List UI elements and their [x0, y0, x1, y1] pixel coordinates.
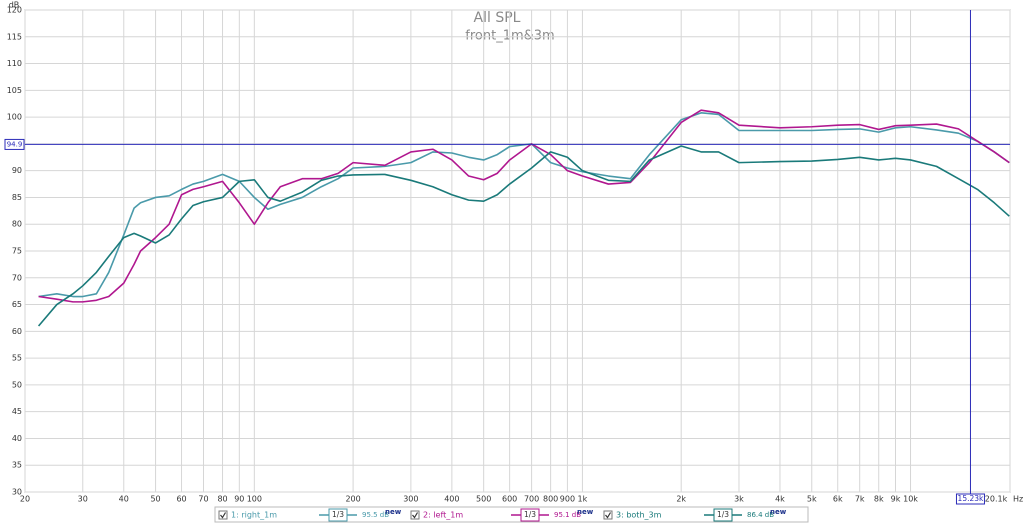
- x-tick-label: 1k: [578, 495, 588, 504]
- legend-tag: new: [385, 508, 402, 516]
- y-tick-label: 115: [7, 32, 22, 41]
- legend-name: 2: left_1m: [423, 511, 463, 520]
- legend-smoothing-box: [713, 508, 733, 522]
- legend-check: [220, 512, 227, 519]
- y-tick-label: 55: [12, 354, 22, 363]
- x-unit: Hz: [1013, 495, 1023, 504]
- cursor-label: 94.9: [7, 140, 23, 148]
- y-tick-label: 30: [12, 488, 22, 497]
- legend-check: [412, 512, 419, 519]
- y-tick-label: 110: [7, 59, 22, 68]
- legend-smoothing: 1/3: [524, 510, 536, 519]
- y-tick-label: 40: [12, 434, 22, 443]
- series-line: [38, 109, 1010, 303]
- x-tick-label: 40: [119, 495, 129, 504]
- y-tick-label: 100: [7, 113, 22, 122]
- cursor-label: 15.23k: [958, 494, 984, 503]
- x-tick-label: 700: [524, 495, 539, 504]
- legend-level: 86.4 dB: [747, 511, 774, 519]
- x-tick-label: 100: [247, 495, 262, 504]
- x-tick-label: 5k: [807, 495, 817, 504]
- y-tick-label: 70: [12, 273, 22, 282]
- x-tick-label: 600: [502, 495, 517, 504]
- x-tick-label: 800: [543, 495, 558, 504]
- x-tick-label: 9k: [891, 495, 901, 504]
- x-tick-label: 3k: [734, 495, 744, 504]
- x-tick-label: 7k: [855, 495, 865, 504]
- x-tick-label: 300: [403, 495, 418, 504]
- y-tick-label: 65: [12, 300, 22, 309]
- legend-tag: new: [577, 508, 594, 516]
- chart-title: All SPL: [474, 10, 521, 26]
- x-tick-label: 30: [78, 495, 88, 504]
- x-tick-label: 20: [20, 495, 30, 504]
- legend-checkbox: [603, 510, 613, 520]
- legend-check: [605, 512, 612, 519]
- series-line: [38, 112, 1010, 298]
- y-tick-label: 60: [12, 327, 22, 336]
- legend-checkbox: [218, 510, 228, 520]
- x-tick-label: 90: [234, 495, 244, 504]
- y-tick-label: 45: [12, 407, 22, 416]
- x-tick-label: 8k: [874, 495, 884, 504]
- x-tick-label: 70: [198, 495, 208, 504]
- x-tick-label: 4k: [775, 495, 785, 504]
- legend-name: 1: right_1m: [231, 511, 277, 520]
- x-tick-label: 80: [217, 495, 227, 504]
- legend-level: 95.5 dB: [362, 511, 389, 519]
- cursor-label-box: [955, 493, 985, 505]
- y-tick-label: 85: [12, 193, 22, 202]
- y-tick-label: 50: [12, 380, 22, 389]
- legend-tag: new: [770, 508, 787, 516]
- legend-smoothing: 1/3: [717, 510, 729, 519]
- legend-smoothing-box: [328, 508, 348, 522]
- legend-level: 95.1 dB: [554, 511, 581, 519]
- x-tick-label: 6k: [833, 495, 843, 504]
- y-tick-label: 120: [7, 6, 22, 15]
- y-tick-label: 35: [12, 461, 22, 470]
- x-tick-label: 20.1k: [985, 495, 1008, 504]
- x-tick-label: 900: [560, 495, 575, 504]
- y-tick-label: 105: [7, 86, 22, 95]
- legend-name: 3: both_3m: [616, 511, 662, 520]
- legend-checkbox: [410, 510, 420, 520]
- x-tick-label: 2k: [676, 495, 686, 504]
- legend-smoothing: 1/3: [332, 510, 344, 519]
- y-tick-label: 90: [12, 166, 22, 175]
- x-tick-label: 200: [345, 495, 360, 504]
- x-tick-label: 400: [444, 495, 459, 504]
- y-tick-label: 80: [12, 220, 22, 229]
- x-tick-label: 60: [176, 495, 186, 504]
- x-tick-label: 50: [150, 495, 160, 504]
- x-tick-label: 500: [476, 495, 491, 504]
- series-line: [37, 145, 1010, 327]
- legend-smoothing-box: [520, 508, 540, 522]
- x-tick-label: 10k: [903, 495, 918, 504]
- y-unit: dB: [9, 1, 20, 10]
- cursor-label-box: [4, 138, 25, 150]
- y-tick-label: 75: [12, 247, 22, 256]
